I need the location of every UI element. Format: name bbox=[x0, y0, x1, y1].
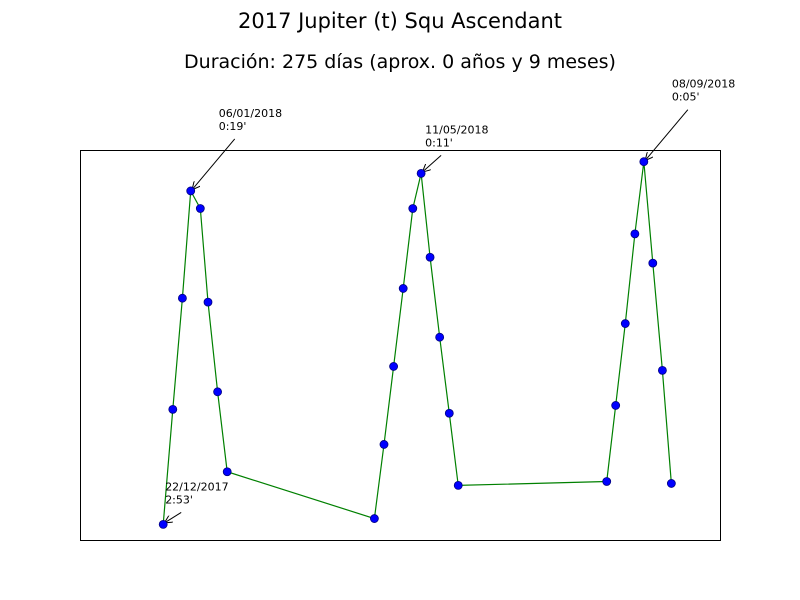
data-point bbox=[398, 284, 408, 293]
annotation-time-label: 2:53' bbox=[165, 493, 193, 506]
annotation-time-label: 0:11' bbox=[425, 136, 453, 149]
chart-title: 2017 Jupiter (t) Squ Ascendant bbox=[237, 9, 562, 33]
data-point bbox=[168, 404, 178, 414]
data-points-layer bbox=[158, 157, 676, 529]
data-point bbox=[602, 477, 612, 486]
data-point bbox=[425, 252, 435, 262]
data-point bbox=[177, 293, 187, 303]
data-point bbox=[435, 332, 445, 342]
annotation-arrow bbox=[646, 109, 689, 160]
data-point bbox=[158, 520, 168, 529]
annotation-date-label: 08/09/2018 bbox=[672, 78, 735, 91]
data-point bbox=[369, 514, 379, 523]
data-point bbox=[213, 387, 223, 397]
data-point bbox=[630, 229, 640, 239]
data-point bbox=[648, 258, 658, 268]
annotation-arrow bbox=[165, 511, 182, 522]
data-point bbox=[186, 186, 196, 196]
plot-area-frame bbox=[80, 150, 721, 541]
data-point bbox=[620, 319, 630, 328]
data-point bbox=[408, 204, 418, 213]
chart-subtitle: Duración: 275 días (aprox. 0 años y 9 me… bbox=[184, 51, 616, 73]
series-line bbox=[162, 161, 672, 525]
data-point bbox=[416, 168, 426, 178]
data-point bbox=[195, 204, 205, 213]
annotation-date-label: 06/01/2018 bbox=[219, 107, 282, 120]
data-point bbox=[389, 362, 399, 371]
series-line-layer bbox=[162, 161, 672, 525]
annotation-arrow bbox=[423, 155, 442, 171]
data-point bbox=[379, 440, 389, 449]
data-point bbox=[639, 157, 649, 167]
data-point bbox=[658, 365, 667, 375]
data-point bbox=[453, 480, 463, 490]
data-point bbox=[666, 479, 676, 488]
data-point bbox=[222, 467, 232, 477]
annotation-arrow bbox=[193, 138, 236, 189]
data-point bbox=[203, 297, 213, 307]
data-point bbox=[611, 401, 621, 410]
annotation-time-label: 0:05' bbox=[672, 91, 700, 104]
annotation-date-label: 11/05/2018 bbox=[425, 123, 488, 136]
annotation-date-label: 22/12/2017 bbox=[165, 480, 228, 493]
annotation-time-label: 0:19' bbox=[219, 120, 247, 133]
data-point bbox=[444, 408, 454, 418]
